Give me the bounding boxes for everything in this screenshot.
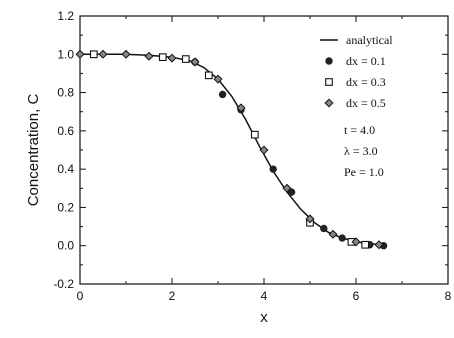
data-point xyxy=(320,224,328,233)
y-tick-label: 0.2 xyxy=(57,200,74,214)
y-tick-label: 0.4 xyxy=(57,162,74,176)
data-point xyxy=(282,183,292,193)
x-tick-label: 6 xyxy=(353,289,360,303)
data-point xyxy=(75,49,85,59)
data-point xyxy=(250,130,259,139)
data-point xyxy=(89,50,98,59)
legend: analytical dx = 0.1 dx = 0.3 dx = 0.5 xyxy=(320,33,393,110)
legend-entry: analytical xyxy=(346,33,393,47)
x-tick-label: 8 xyxy=(445,289,452,303)
data-point xyxy=(259,145,269,155)
analytical-curve xyxy=(80,53,384,246)
x-tick-label: 0 xyxy=(77,289,84,303)
data-point xyxy=(181,55,190,63)
series-0 xyxy=(80,53,384,246)
legend-marker xyxy=(325,57,333,65)
data-point xyxy=(144,51,154,61)
y-tick-label: 1.2 xyxy=(57,9,74,23)
series-3 xyxy=(75,49,384,250)
data-point xyxy=(158,53,167,62)
legend-entry: dx = 0.5 xyxy=(346,96,386,110)
y-axis-label: Concentration, C xyxy=(25,94,42,207)
data-point xyxy=(98,49,108,59)
data-point xyxy=(287,188,296,196)
data-point xyxy=(374,240,384,250)
legend-marker xyxy=(324,98,334,108)
tick-labels: 0 2 4 6 8 -0.2 0.0 0.2 0.4 0.6 0.8 1.0 1.2 xyxy=(53,9,451,303)
legend-entry: dx = 0.3 xyxy=(346,75,386,89)
data-point xyxy=(361,240,370,249)
axis-ticks xyxy=(79,15,449,285)
data-point xyxy=(328,229,338,239)
parameter-annotations: t = 4.0 λ = 3.0 Pe = 1.0 xyxy=(344,123,384,179)
data-point xyxy=(305,214,315,224)
data-point xyxy=(167,53,177,63)
y-tick-label: 0.0 xyxy=(57,239,74,253)
data-point xyxy=(236,103,246,113)
parameter-label: λ = 3.0 xyxy=(344,144,378,158)
data-point xyxy=(213,74,223,84)
legend-marker xyxy=(325,78,333,86)
parameter-label: Pe = 1.0 xyxy=(344,165,384,179)
data-point xyxy=(190,57,200,67)
x-tick-label: 2 xyxy=(169,289,176,303)
y-tick-label: 0.6 xyxy=(57,124,74,138)
x-axis-label: x xyxy=(260,309,268,326)
data-point xyxy=(218,90,227,99)
data-point xyxy=(351,237,361,247)
data-point xyxy=(121,49,131,59)
data-point xyxy=(338,234,346,242)
parameter-label: t = 4.0 xyxy=(344,123,375,137)
x-tick-label: 4 xyxy=(261,289,268,303)
data-point xyxy=(269,165,277,173)
y-tick-label: -0.2 xyxy=(53,277,74,291)
legend-entry: dx = 0.1 xyxy=(346,54,386,68)
series-layer xyxy=(75,49,388,250)
y-tick-label: 0.8 xyxy=(57,86,74,100)
data-point xyxy=(204,71,213,80)
y-tick-label: 1.0 xyxy=(57,47,74,61)
